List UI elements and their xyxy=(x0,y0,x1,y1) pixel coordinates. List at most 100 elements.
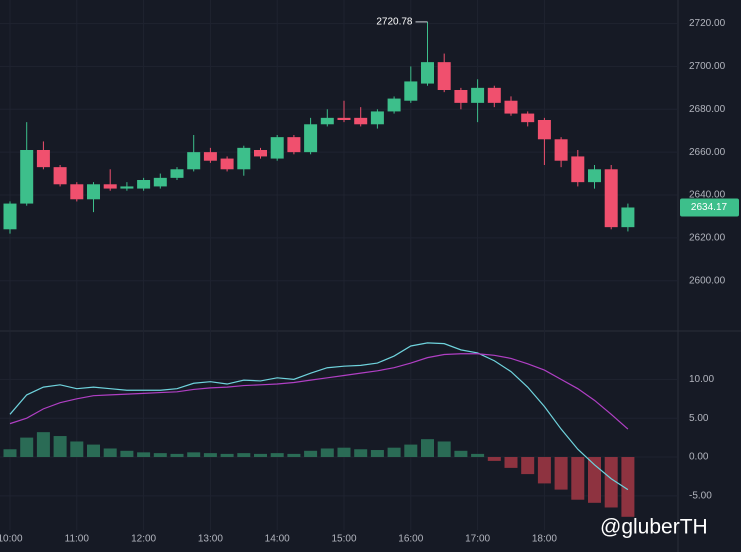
x-tick-label: 18:00 xyxy=(532,534,557,545)
histogram-bar xyxy=(220,453,234,458)
candle-body xyxy=(370,111,384,125)
y-tick-label: 2720.00 xyxy=(689,18,726,29)
histogram-bar xyxy=(120,450,134,458)
candle-body xyxy=(237,147,251,170)
candle-body xyxy=(270,137,284,159)
candle-body xyxy=(20,150,34,204)
candle-body xyxy=(504,100,518,114)
histogram-bar xyxy=(287,453,301,458)
candle-body xyxy=(621,207,635,228)
candle-body xyxy=(554,139,568,161)
histogram-bar xyxy=(554,457,568,490)
y-tick-label: 0.00 xyxy=(689,452,709,463)
candle-body xyxy=(604,169,618,228)
last-price-box xyxy=(680,198,739,217)
histogram-bar xyxy=(370,450,384,458)
histogram-bar xyxy=(421,439,434,458)
candle-body xyxy=(521,113,535,123)
high-label: 2720.78 xyxy=(376,17,413,28)
y-tick-label: 5.00 xyxy=(689,413,709,424)
x-tick-label: 12:00 xyxy=(131,534,156,545)
candle-body xyxy=(404,81,418,101)
y-tick-label: 2660.00 xyxy=(689,147,726,158)
histogram-bar xyxy=(454,450,468,458)
histogram-bar xyxy=(36,432,50,458)
x-tick-label: 16:00 xyxy=(398,534,423,545)
candle-body xyxy=(304,124,318,153)
candle-body xyxy=(220,158,234,170)
candle-body xyxy=(153,177,167,187)
histogram-bar xyxy=(571,457,585,500)
histogram-bar xyxy=(304,450,318,458)
histogram-bar xyxy=(404,444,418,458)
candle-body xyxy=(53,167,67,185)
histogram-bar xyxy=(487,457,501,461)
x-tick-label: 11:00 xyxy=(65,534,90,545)
candle-body xyxy=(387,98,401,112)
histogram-bar xyxy=(20,437,34,458)
candle-body xyxy=(571,156,585,183)
histogram-bar xyxy=(187,452,201,458)
y-tick-label: 2620.00 xyxy=(689,232,726,243)
histogram-bar xyxy=(70,441,84,458)
histogram-bar xyxy=(103,448,117,458)
watermark: @gluberTH xyxy=(600,516,708,539)
histogram-bar xyxy=(254,453,267,458)
x-tick-label: 14:00 xyxy=(265,534,290,545)
histogram-bar xyxy=(170,453,184,458)
candle-body xyxy=(537,120,551,140)
x-tick-label: 10:00 xyxy=(0,534,23,545)
histogram-bar xyxy=(604,457,618,508)
candle-body xyxy=(454,90,468,103)
candle-body xyxy=(487,87,501,103)
histogram-bar xyxy=(521,457,535,475)
histogram-bar xyxy=(270,453,284,458)
candle-body xyxy=(87,184,100,200)
x-tick-label: 17:00 xyxy=(465,534,490,545)
candle-body xyxy=(254,150,267,157)
histogram-bar xyxy=(203,453,217,458)
histogram-bar xyxy=(337,447,351,458)
last-price-label: 2634.17 xyxy=(691,202,728,213)
histogram-bar xyxy=(153,453,167,458)
macd-line xyxy=(9,342,629,491)
candle-body xyxy=(3,203,17,230)
histogram-bar xyxy=(387,447,401,458)
histogram-bar xyxy=(3,449,17,458)
x-tick-label: 15:00 xyxy=(331,534,356,545)
y-tick-label: 2680.00 xyxy=(689,104,726,115)
x-tick-label: 13:00 xyxy=(198,534,223,545)
candle-body xyxy=(337,117,351,120)
y-tick-label: 2640.00 xyxy=(689,190,726,201)
histogram-bar xyxy=(621,457,635,517)
histogram-bar xyxy=(437,441,451,458)
histogram-bar xyxy=(320,448,334,458)
histogram-bar xyxy=(237,453,251,458)
candle-body xyxy=(170,169,184,178)
candle-body xyxy=(588,169,601,183)
candle-body xyxy=(137,180,151,189)
candle-body xyxy=(103,184,117,189)
macd-line xyxy=(9,353,629,430)
histogram-bar xyxy=(87,444,100,458)
y-tick-label: 2600.00 xyxy=(689,275,726,286)
candle-body xyxy=(437,62,451,90)
y-tick-label: 2700.00 xyxy=(689,61,726,72)
candle-body xyxy=(421,62,434,84)
candle-body xyxy=(354,117,368,125)
y-tick-label: -5.00 xyxy=(689,490,712,501)
candle-body xyxy=(187,152,201,170)
candle-body xyxy=(320,117,334,125)
candle-body xyxy=(203,152,217,161)
histogram-bar xyxy=(504,457,518,468)
candle-body xyxy=(70,184,84,200)
candle-body xyxy=(36,150,50,168)
histogram-bar xyxy=(588,457,601,503)
histogram-bar xyxy=(53,436,67,458)
candle-body xyxy=(287,137,301,153)
y-tick-label: 10.00 xyxy=(689,374,714,385)
histogram-bar xyxy=(354,449,368,458)
histogram-bar xyxy=(537,457,551,484)
histogram-bar xyxy=(471,453,485,458)
